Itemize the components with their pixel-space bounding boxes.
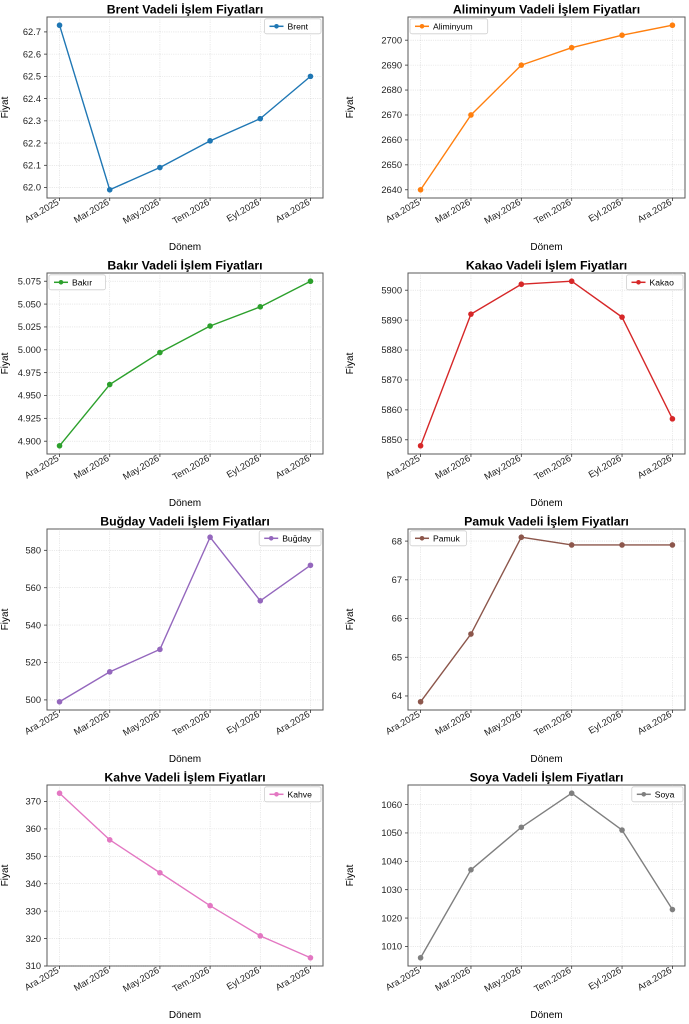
svg-text:4.950: 4.950 bbox=[18, 391, 41, 401]
svg-text:360: 360 bbox=[25, 824, 41, 834]
svg-text:5.050: 5.050 bbox=[18, 299, 41, 309]
svg-text:350: 350 bbox=[25, 852, 41, 862]
svg-text:Fiyat: Fiyat bbox=[345, 96, 356, 118]
svg-text:67: 67 bbox=[392, 575, 402, 585]
svg-text:1010: 1010 bbox=[381, 942, 402, 952]
svg-text:2700: 2700 bbox=[381, 35, 402, 45]
svg-text:5.000: 5.000 bbox=[18, 345, 41, 355]
svg-text:66: 66 bbox=[392, 614, 402, 624]
svg-text:320: 320 bbox=[25, 934, 41, 944]
svg-text:Pamuk: Pamuk bbox=[433, 533, 460, 543]
svg-text:560: 560 bbox=[25, 583, 41, 593]
svg-text:5860: 5860 bbox=[381, 405, 402, 415]
svg-text:62.4: 62.4 bbox=[23, 94, 41, 104]
svg-text:Buğday: Buğday bbox=[282, 533, 312, 543]
svg-text:Aliminyum: Aliminyum bbox=[433, 21, 473, 31]
svg-text:Fiyat: Fiyat bbox=[345, 352, 356, 374]
svg-text:Pamuk Vadeli İşlem Fiyatları: Pamuk Vadeli İşlem Fiyatları bbox=[464, 514, 629, 529]
svg-text:310: 310 bbox=[25, 961, 41, 971]
svg-text:Dönem: Dönem bbox=[530, 498, 562, 509]
svg-text:370: 370 bbox=[25, 797, 41, 807]
svg-text:520: 520 bbox=[25, 658, 41, 668]
svg-text:68: 68 bbox=[392, 536, 402, 546]
svg-text:5870: 5870 bbox=[381, 375, 402, 385]
svg-text:1040: 1040 bbox=[381, 857, 402, 867]
svg-text:Fiyat: Fiyat bbox=[0, 352, 11, 374]
svg-text:62.7: 62.7 bbox=[23, 27, 41, 37]
svg-text:Bakır Vadeli İşlem Fiyatları: Bakır Vadeli İşlem Fiyatları bbox=[107, 258, 262, 273]
svg-text:Kahve Vadeli İşlem Fiyatları: Kahve Vadeli İşlem Fiyatları bbox=[104, 770, 265, 785]
svg-text:2690: 2690 bbox=[381, 60, 402, 70]
svg-text:Soya Vadeli İşlem Fiyatları: Soya Vadeli İşlem Fiyatları bbox=[470, 770, 624, 785]
svg-text:540: 540 bbox=[25, 620, 41, 630]
svg-text:580: 580 bbox=[25, 546, 41, 556]
svg-text:4.975: 4.975 bbox=[18, 368, 41, 378]
svg-text:Bakır: Bakır bbox=[72, 277, 92, 287]
svg-text:62.0: 62.0 bbox=[23, 183, 41, 193]
svg-text:Dönem: Dönem bbox=[169, 498, 201, 509]
svg-text:5850: 5850 bbox=[381, 435, 402, 445]
svg-text:2670: 2670 bbox=[381, 110, 402, 120]
svg-text:62.3: 62.3 bbox=[23, 116, 41, 126]
svg-text:Fiyat: Fiyat bbox=[345, 864, 356, 886]
svg-text:2660: 2660 bbox=[381, 135, 402, 145]
svg-text:62.2: 62.2 bbox=[23, 138, 41, 148]
svg-text:62.5: 62.5 bbox=[23, 72, 41, 82]
svg-text:2680: 2680 bbox=[381, 85, 402, 95]
svg-text:Brent: Brent bbox=[288, 21, 309, 31]
svg-text:Kakao: Kakao bbox=[650, 277, 675, 287]
svg-text:1020: 1020 bbox=[381, 913, 402, 923]
svg-text:Soya: Soya bbox=[655, 789, 675, 799]
svg-text:1060: 1060 bbox=[381, 800, 402, 810]
svg-text:Dönem: Dönem bbox=[530, 242, 562, 253]
svg-text:62.1: 62.1 bbox=[23, 161, 41, 171]
svg-text:Dönem: Dönem bbox=[169, 754, 201, 765]
svg-text:Fiyat: Fiyat bbox=[0, 608, 11, 630]
svg-text:Kahve: Kahve bbox=[288, 789, 313, 799]
svg-text:Fiyat: Fiyat bbox=[0, 96, 11, 118]
svg-text:5890: 5890 bbox=[381, 315, 402, 325]
svg-text:Dönem: Dönem bbox=[169, 242, 201, 253]
svg-text:330: 330 bbox=[25, 906, 41, 916]
svg-text:Fiyat: Fiyat bbox=[0, 864, 11, 886]
svg-text:1050: 1050 bbox=[381, 828, 402, 838]
svg-text:2640: 2640 bbox=[381, 185, 402, 195]
svg-text:64: 64 bbox=[392, 691, 402, 701]
svg-text:65: 65 bbox=[392, 652, 402, 662]
svg-text:Brent Vadeli İşlem Fiyatları: Brent Vadeli İşlem Fiyatları bbox=[107, 2, 264, 17]
svg-text:Aliminyum Vadeli İşlem Fiyatla: Aliminyum Vadeli İşlem Fiyatları bbox=[453, 2, 640, 17]
svg-text:Dönem: Dönem bbox=[530, 1010, 562, 1021]
svg-text:Dönem: Dönem bbox=[530, 754, 562, 765]
svg-text:Fiyat: Fiyat bbox=[345, 608, 356, 630]
svg-text:2650: 2650 bbox=[381, 160, 402, 170]
svg-text:5.075: 5.075 bbox=[18, 276, 41, 286]
svg-text:5900: 5900 bbox=[381, 285, 402, 295]
svg-text:62.6: 62.6 bbox=[23, 49, 41, 59]
svg-text:Kakao Vadeli İşlem Fiyatları: Kakao Vadeli İşlem Fiyatları bbox=[466, 258, 627, 273]
svg-text:5.025: 5.025 bbox=[18, 322, 41, 332]
svg-text:Buğday Vadeli İşlem Fiyatları: Buğday Vadeli İşlem Fiyatları bbox=[100, 514, 270, 529]
svg-text:4.900: 4.900 bbox=[18, 436, 41, 446]
svg-text:Dönem: Dönem bbox=[169, 1010, 201, 1021]
svg-text:1030: 1030 bbox=[381, 885, 402, 895]
svg-text:4.925: 4.925 bbox=[18, 414, 41, 424]
svg-text:500: 500 bbox=[25, 695, 41, 705]
svg-text:5880: 5880 bbox=[381, 345, 402, 355]
svg-text:340: 340 bbox=[25, 879, 41, 889]
